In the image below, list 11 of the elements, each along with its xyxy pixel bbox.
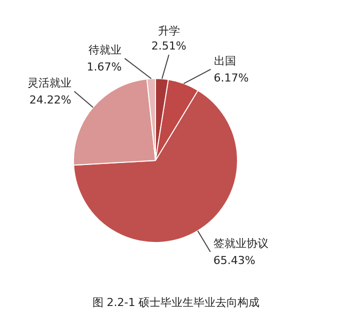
- slice-label: 待就业: [88, 43, 122, 56]
- data-label: 2.51%: [151, 40, 186, 53]
- data-label: 1.67%: [86, 60, 122, 74]
- slice-label: 出国: [214, 54, 236, 68]
- slice-label: 灵活就业: [27, 76, 72, 90]
- caption: 图 2.2-1 硕士毕业生毕业去向构成: [92, 296, 260, 309]
- data-label: 6.17%: [214, 71, 249, 84]
- data-label: 65.43%: [213, 254, 256, 267]
- slice-label: 升学: [158, 24, 180, 38]
- slice-label: 签就业协议: [213, 236, 268, 250]
- data-label: 24.22%: [29, 93, 72, 106]
